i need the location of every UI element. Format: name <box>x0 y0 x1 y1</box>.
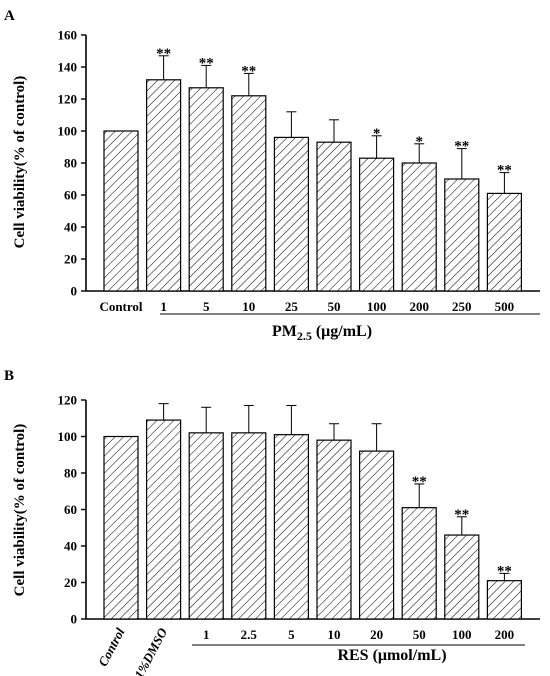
panel-a-x-axis-label-main: PM <box>272 323 297 340</box>
panel-b: B Cell viability(% of control) RES (μmol… <box>4 368 540 676</box>
panel-a-letter: A <box>4 8 15 24</box>
panel-b-x-axis-label: RES (μmol/mL) <box>337 647 446 664</box>
panel-a-x-axis-label: PM2.5 (μg/mL) <box>272 323 372 343</box>
panel-b-bar <box>103 435 139 620</box>
panel-b-significance-mark: ** <box>412 474 427 490</box>
panel-a-bar <box>486 192 522 292</box>
panel-b-y-tick-label: 40 <box>64 539 77 554</box>
panel-a-x-tick-label: 25 <box>285 299 299 314</box>
panel-b-x-tick-label: 100 <box>452 627 472 642</box>
panel-b-x-tick-label: 5 <box>288 627 295 642</box>
panel-b-y-tick-label: 120 <box>58 393 78 408</box>
panel-b-y-tick-label: 100 <box>58 429 78 444</box>
panel-a-bar <box>444 178 480 292</box>
panel-a-y-tick-label: 40 <box>64 220 77 235</box>
panel-b-y-axis-label: Cell viability(% of control) <box>12 424 28 597</box>
panel-a-bar <box>273 136 309 292</box>
panel-b-x-tick-label: 50 <box>413 627 426 642</box>
panel-a-x-tick-label: 100 <box>367 299 387 314</box>
panel-b-significance-mark: ** <box>454 507 469 523</box>
panel-a-x-tick-label: 5 <box>203 299 210 314</box>
panel-a-bar <box>231 95 267 292</box>
panel-a-x-tick-label: 10 <box>242 299 255 314</box>
panel-a-y-tick-label: 120 <box>58 92 78 107</box>
panel-a-bar <box>188 87 224 292</box>
panel-a-x-tick-label: Control <box>99 299 142 314</box>
panel-a-significance-mark: * <box>415 134 423 150</box>
panel-a-bar <box>146 79 182 292</box>
panel-a-y-tick-label: 100 <box>58 124 78 139</box>
panel-b-x-tick-label: 10 <box>328 627 341 642</box>
panel-a-y-axis-label: Cell viability(% of control) <box>12 76 28 249</box>
panel-b-bar <box>231 432 267 620</box>
panel-b-x-tick-label: Control <box>95 625 128 669</box>
panel-b-y-tick-label: 60 <box>64 502 77 517</box>
panel-a-x-axis-label-unit: (μg/mL) <box>316 323 372 340</box>
panel-a-x-tick-label: 200 <box>409 299 429 314</box>
panel-b-bar <box>444 534 480 620</box>
panel-b-significance-mark: ** <box>497 563 512 579</box>
panel-a: A Cell viability(% of control) PM2.5 (μg/… <box>4 8 540 343</box>
panel-a-y-tick-label: 0 <box>71 284 78 299</box>
panel-a-y-tick-label: 60 <box>64 188 77 203</box>
panel-b-bar <box>188 432 224 620</box>
panel-a-bar <box>359 157 395 292</box>
panel-b-bar <box>486 580 522 620</box>
panel-b-letter: B <box>4 368 14 384</box>
panel-b-x-tick-label: 20 <box>370 627 383 642</box>
panel-a-x-tick-label: 1 <box>160 299 167 314</box>
panel-b-x-tick-label: 2.5 <box>241 627 258 642</box>
panel-a-y-tick-label: 80 <box>64 156 77 171</box>
panel-a-x-tick-label: 500 <box>495 299 515 314</box>
panel-b-plot: 0 20 40 60 80 100 120 Control 0.1%DMSO 1 2.5 5 10 20 *… <box>58 393 522 676</box>
panel-a-bar <box>103 130 139 292</box>
panel-b-bar <box>273 434 309 620</box>
panel-b-bar <box>146 419 182 620</box>
panel-b-bar <box>401 507 437 620</box>
panel-b-y-tick-label: 80 <box>64 466 77 481</box>
panel-a-y-tick-label: 20 <box>64 252 77 267</box>
panel-a-significance-mark: * <box>373 126 381 142</box>
panel-a-x-tick-label: 50 <box>328 299 341 314</box>
panel-b-bar <box>316 439 352 620</box>
panel-a-x-axis-label-sub: 2.5 <box>297 329 312 343</box>
panel-a-significance-mark: ** <box>497 163 512 179</box>
panel-a-significance-mark: ** <box>199 55 214 71</box>
panel-a-y-tick-label: 160 <box>58 28 78 43</box>
panel-a-bar <box>401 162 437 292</box>
panel-b-bar <box>359 450 395 620</box>
panel-a-significance-mark: ** <box>241 63 256 79</box>
panel-b-y-tick-label: 0 <box>71 612 78 627</box>
panel-b-y-tick-label: 20 <box>64 575 77 590</box>
panel-a-significance-mark: ** <box>156 46 171 62</box>
panel-a-significance-mark: ** <box>454 139 469 155</box>
panel-b-x-tick-label: 200 <box>495 627 515 642</box>
panel-b-x-tick-label: 0.1%DMSO <box>127 625 171 676</box>
panel-a-bar <box>316 141 352 292</box>
panel-b-x-tick-label: 1 <box>203 627 210 642</box>
panel-a-x-tick-label: 250 <box>452 299 472 314</box>
panel-a-y-tick-label: 140 <box>58 60 78 75</box>
